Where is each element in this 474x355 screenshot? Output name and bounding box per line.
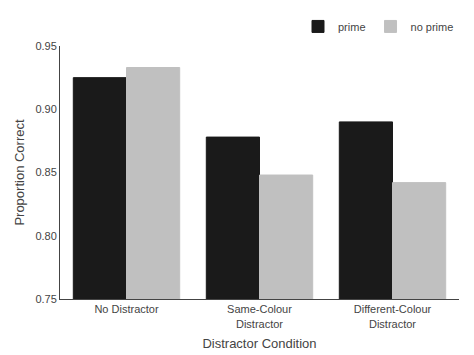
- svg-text:Proportion Correct: Proportion Correct: [12, 119, 27, 226]
- svg-text:0.85: 0.85: [35, 166, 56, 178]
- svg-text:0.95: 0.95: [35, 40, 56, 52]
- svg-text:Distractor Condition: Distractor Condition: [202, 336, 316, 351]
- svg-text:0.90: 0.90: [35, 103, 56, 115]
- svg-text:Different-ColourDistractor: Different-ColourDistractor: [354, 303, 432, 329]
- svg-text:0.80: 0.80: [35, 230, 56, 242]
- svg-text:0.75: 0.75: [35, 293, 56, 305]
- svg-text:no prime: no prime: [411, 21, 454, 33]
- svg-text:Same-ColourDistractor: Same-ColourDistractor: [227, 303, 292, 329]
- svg-text:No Distractor: No Distractor: [94, 303, 159, 315]
- svg-text:prime: prime: [338, 21, 366, 33]
